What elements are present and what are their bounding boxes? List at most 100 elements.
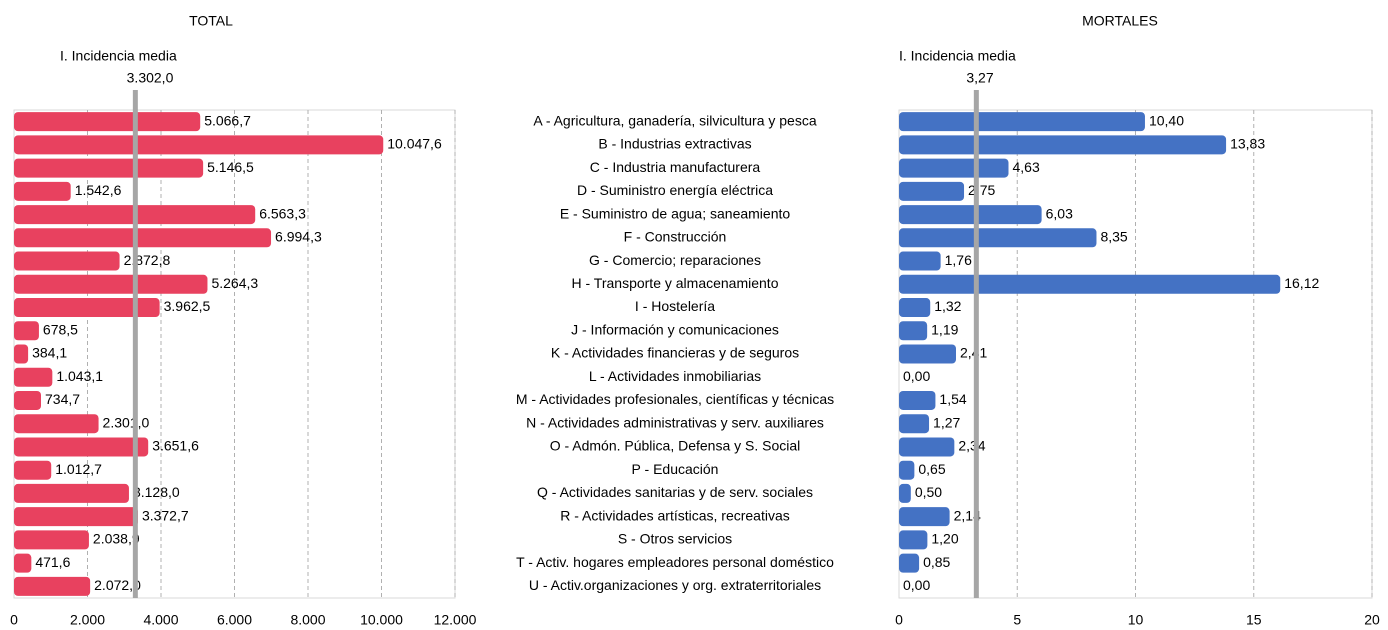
bar <box>14 576 91 596</box>
value-label: 384,1 <box>32 345 67 361</box>
value-label: 471,6 <box>35 554 70 570</box>
category-label: U - Activ.organizaciones y org. extrater… <box>529 577 821 593</box>
value-label: 1,27 <box>933 414 960 430</box>
x-tick-label: 10 <box>1128 612 1144 628</box>
bar <box>14 344 29 364</box>
bar <box>899 483 911 503</box>
value-label: 2.872,8 <box>124 252 171 268</box>
category-label: E - Suministro de agua; saneamiento <box>560 205 791 221</box>
bar <box>14 483 129 503</box>
x-tick-label: 2.000 <box>70 612 105 628</box>
bar <box>899 135 1227 155</box>
bar <box>899 274 1281 294</box>
bar <box>899 112 1145 132</box>
value-label: 0,00 <box>903 368 930 384</box>
value-label: 3.128,0 <box>133 484 180 500</box>
reference-label: I. Incidencia media <box>899 48 1016 64</box>
bar <box>14 135 384 155</box>
category-label: M - Actividades profesionales, científic… <box>516 391 834 407</box>
value-label: 13,83 <box>1230 136 1265 152</box>
x-tick-label: 4.000 <box>143 612 178 628</box>
value-label: 1,20 <box>931 531 958 547</box>
bar <box>899 298 931 318</box>
bar <box>899 205 1042 225</box>
category-label: J - Información y comunicaciones <box>571 321 779 337</box>
value-label: 0,65 <box>918 461 945 477</box>
value-label: 2.038,9 <box>93 531 140 547</box>
value-label: 2,34 <box>958 438 985 454</box>
value-label: 6.994,3 <box>275 229 322 245</box>
bar <box>14 460 52 480</box>
x-tick-label: 5 <box>1013 612 1021 628</box>
value-label: 1.542,6 <box>75 182 122 198</box>
x-tick-label: 6.000 <box>217 612 252 628</box>
bar <box>899 414 930 434</box>
bar <box>14 530 89 550</box>
bar <box>14 181 71 201</box>
value-label: 6.563,3 <box>259 205 306 221</box>
x-tick-label: 10.000 <box>360 612 403 628</box>
value-label: 0,50 <box>915 484 942 500</box>
category-label: S - Otros servicios <box>618 531 732 547</box>
bar <box>899 158 1009 178</box>
value-label: 5.146,5 <box>207 159 254 175</box>
category-label: P - Educación <box>632 461 719 477</box>
bar <box>899 344 956 364</box>
category-label: D - Suministro energía eléctrica <box>577 182 773 198</box>
value-label: 10,40 <box>1149 112 1184 128</box>
bar <box>899 553 920 573</box>
bar <box>899 390 936 410</box>
category-label: O - Admón. Pública, Defensa y S. Social <box>550 438 801 454</box>
value-label: 4,63 <box>1012 159 1039 175</box>
chart-title: TOTAL <box>189 13 233 29</box>
x-tick-label: 20 <box>1364 612 1380 628</box>
x-tick-label: 0 <box>10 612 18 628</box>
category-label: T - Activ. hogares empleadores personal … <box>516 554 834 570</box>
x-tick-label: 8.000 <box>290 612 325 628</box>
bar <box>899 251 941 271</box>
value-label: 1,76 <box>945 252 972 268</box>
value-label: 1,32 <box>934 298 961 314</box>
reference-value: 3,27 <box>966 70 993 86</box>
category-label: N - Actividades administrativas y serv. … <box>526 414 824 430</box>
bar <box>14 228 272 248</box>
value-label: 2.072,0 <box>94 577 141 593</box>
category-label: H - Transporte y almacenamiento <box>572 275 779 291</box>
category-label: A - Agricultura, ganadería, silvicultura… <box>533 112 816 128</box>
value-label: 2.301,0 <box>103 414 150 430</box>
bar <box>899 228 1097 248</box>
bar <box>899 460 915 480</box>
value-label: 1.043,1 <box>56 368 103 384</box>
value-label: 734,7 <box>45 391 80 407</box>
category-label: Q - Actividades sanitarias y de serv. so… <box>537 484 813 500</box>
value-label: 16,12 <box>1284 275 1319 291</box>
value-label: 2,75 <box>968 182 995 198</box>
bar <box>14 274 208 294</box>
value-label: 6,03 <box>1046 205 1073 221</box>
value-label: 10.047,6 <box>387 136 442 152</box>
x-tick-label: 0 <box>895 612 903 628</box>
bar <box>899 321 928 341</box>
category-label: R - Actividades artísticas, recreativas <box>560 507 790 523</box>
bar <box>14 298 160 318</box>
x-tick-label: 12.000 <box>434 612 477 628</box>
value-label: 678,5 <box>43 321 78 337</box>
value-label: 3.651,6 <box>152 438 199 454</box>
value-label: 5.066,7 <box>204 112 251 128</box>
bar <box>14 321 39 341</box>
bar <box>14 414 99 434</box>
bar <box>14 158 204 178</box>
value-label: 1,19 <box>931 321 958 337</box>
value-label: 8,35 <box>1100 229 1127 245</box>
category-label: B - Industrias extractivas <box>598 136 751 152</box>
bar <box>899 437 955 457</box>
value-label: 2,41 <box>960 345 987 361</box>
value-label: 0,85 <box>923 554 950 570</box>
bar <box>899 181 965 201</box>
bar <box>14 507 138 527</box>
category-label: C - Industria manufacturera <box>590 159 761 175</box>
bar <box>14 112 201 132</box>
bar <box>14 251 120 271</box>
value-label: 1.012,7 <box>55 461 102 477</box>
